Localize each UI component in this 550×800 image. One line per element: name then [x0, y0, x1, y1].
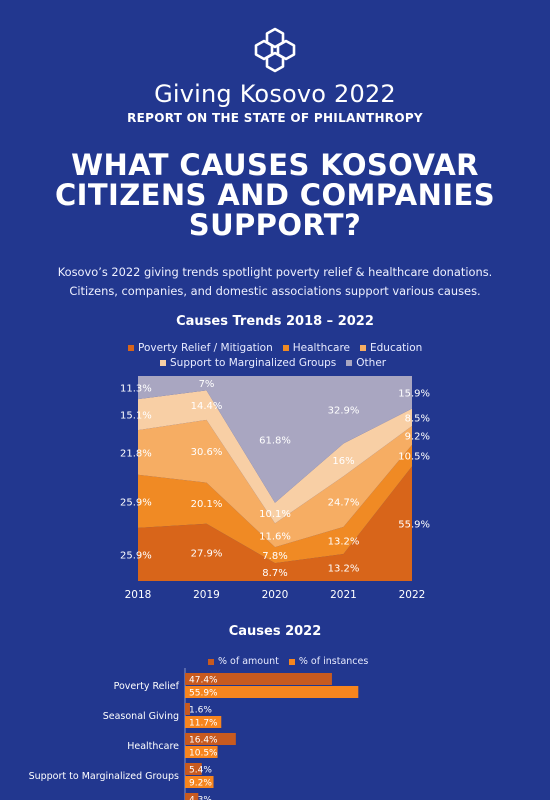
legend-swatch: [160, 360, 166, 366]
bar: [185, 673, 332, 685]
legend-swatch: [346, 360, 353, 366]
legend-label: Education: [370, 342, 423, 354]
data-label: 25.9%: [120, 497, 152, 508]
data-label: 61.8%: [259, 435, 291, 446]
trends-chart-title: Causes Trends 2018 – 2022: [176, 314, 374, 329]
data-label: 10.1%: [259, 509, 291, 520]
x-tick-label: 2019: [193, 589, 220, 601]
legend-swatch: [288, 658, 295, 665]
legend-item-marginalized: Support to Marginalized Groups: [160, 357, 336, 369]
data-label: 20.1%: [191, 499, 223, 510]
legend-item-other: Other: [346, 357, 386, 369]
x-tick-label: 2020: [262, 589, 289, 601]
legend-item-instances: % of instances: [288, 656, 369, 667]
data-label: 11.3%: [120, 384, 152, 395]
data-label: 25.9%: [120, 550, 152, 561]
bar-value-label: 10.5%: [189, 749, 218, 759]
brand-title: Giving Kosovo 2022: [154, 80, 396, 108]
legend-swatch: [128, 345, 134, 351]
area-series: [138, 419, 412, 548]
bar: [185, 746, 218, 758]
data-label: 32.9%: [328, 406, 360, 417]
bar: [185, 703, 190, 715]
legend-item-education: Education: [360, 342, 422, 354]
bar-value-label: 11.7%: [189, 719, 218, 729]
page-headline: WHAT CAUSES KOSOVAR CITIZENS AND COMPANI…: [0, 150, 550, 240]
legend-item-poverty: Poverty Relief / Mitigation: [128, 342, 273, 354]
data-label: 15.1%: [120, 411, 152, 422]
legend-swatch: [208, 658, 214, 665]
category-label: Poverty Relief: [114, 681, 180, 692]
category-label: Healthcare: [127, 741, 179, 752]
data-label: 24.7%: [328, 498, 360, 509]
data-label: 30.6%: [191, 447, 223, 458]
data-label: 55.9%: [398, 520, 430, 531]
bar: [185, 686, 359, 698]
headline-line: WHAT CAUSES KOSOVAR: [71, 148, 479, 182]
trends-legend: Poverty Relief / Mitigation Healthcare Edu…: [128, 342, 432, 354]
bar-value-label: 55.9%: [189, 689, 218, 699]
bar: [185, 793, 199, 800]
headline-line: CITIZENS AND COMPANIES: [54, 178, 495, 212]
bar-value-label: 1.6%: [189, 706, 212, 716]
giving-kosovo-logo-icon: [254, 27, 296, 73]
area-series: [138, 376, 412, 503]
data-label: 8.7%: [262, 568, 287, 579]
report-subtitle: REPORT ON THE STATE OF PHILANTHROPY: [127, 111, 423, 125]
bar: [185, 716, 222, 728]
data-label: 10.5%: [398, 452, 430, 463]
x-tick-label: 2018: [125, 589, 152, 601]
category-label: Seasonal Giving: [103, 711, 179, 722]
legend-label: % of amount: [218, 656, 279, 667]
legend-item-healthcare: Healthcare: [282, 342, 350, 354]
data-label: 27.9%: [191, 548, 223, 559]
headline-line: SUPPORT?: [188, 208, 362, 242]
trends-legend-row-2: Support to Marginalized Groups Other: [160, 357, 396, 369]
data-label: 16%: [332, 456, 354, 467]
legend-swatch: [360, 345, 366, 351]
data-label: 7.8%: [262, 551, 287, 562]
area-series: [138, 466, 412, 581]
data-label: 9.2%: [405, 431, 430, 442]
legend-item-amount: % of amount: [208, 656, 279, 667]
area-series: [138, 444, 412, 564]
bar: [185, 763, 202, 775]
data-label: 13.2%: [328, 536, 360, 547]
bar-value-label: 47.4%: [189, 676, 218, 686]
data-label: 13.2%: [328, 563, 360, 574]
bar-value-label: 16.4%: [189, 736, 218, 746]
legend-label: Poverty Relief / Mitigation: [138, 342, 273, 354]
trends-area-chart: 25.9% 27.9% 8.7% 13.2% 55.9% 25.9% 20.1% 7.8% 13…: [120, 376, 430, 601]
data-label: 7%: [199, 379, 215, 390]
data-label: 8.5%: [405, 413, 430, 424]
intro-line: Citizens, companies, and domestic associ…: [69, 284, 481, 298]
data-label: 15.9%: [398, 388, 430, 399]
causes-legend: % of amount % of instances: [208, 656, 378, 668]
bar-value-label: 4.3%: [189, 796, 212, 800]
legend-label: % of instances: [298, 656, 369, 667]
area-series: [138, 390, 412, 524]
x-tick-label: 2022: [399, 589, 426, 601]
bar: [185, 733, 236, 745]
legend-label: Support to Marginalized Groups: [170, 357, 337, 369]
data-label: 14.4%: [191, 401, 223, 412]
legend-swatch: [282, 345, 289, 351]
category-label: Support to Marginalized Groups: [29, 771, 179, 782]
bar-value-label: 5.4%: [189, 766, 212, 776]
intro-line: Kosovo’s 2022 giving trends spotlight po…: [57, 265, 493, 279]
causes-chart-title: Causes 2022: [228, 624, 322, 639]
bar-value-label: 9.2%: [189, 779, 212, 789]
data-label: 21.8%: [120, 448, 152, 459]
bar: [185, 776, 214, 788]
intro-text: Kosovo’s 2022 giving trends spotlight po…: [40, 263, 510, 301]
x-tick-label: 2021: [330, 589, 357, 601]
legend-label: Healthcare: [292, 342, 350, 354]
data-label: 11.6%: [259, 531, 291, 542]
legend-label: Other: [356, 357, 387, 369]
